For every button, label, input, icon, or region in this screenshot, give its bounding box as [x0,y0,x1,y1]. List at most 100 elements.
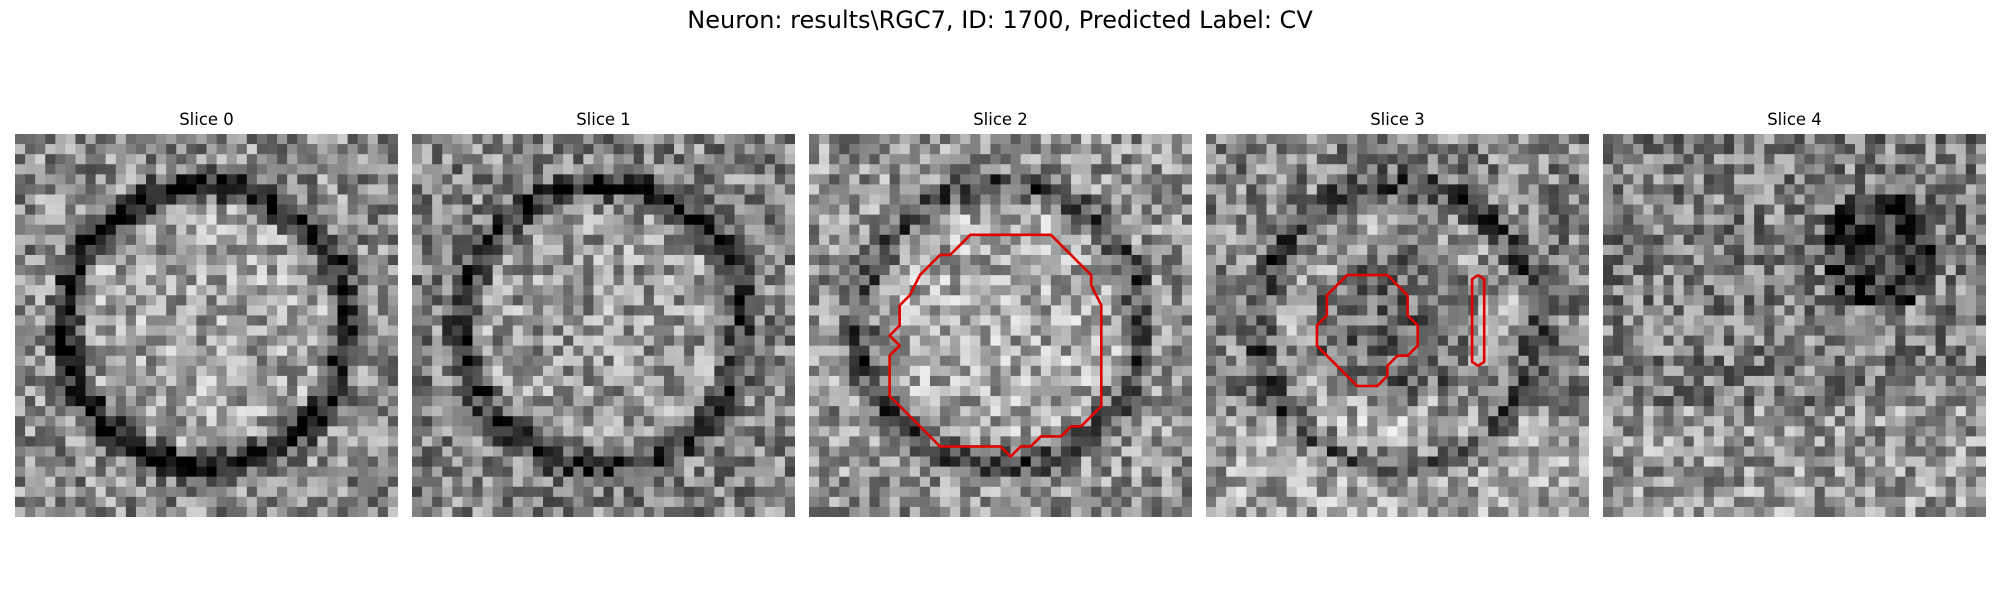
pixel [603,446,614,457]
pixel [1121,436,1132,447]
pixel [166,506,177,517]
pixel [704,365,715,377]
pixel [422,426,433,437]
pixel [613,335,625,347]
pixel [1101,164,1112,175]
pixel [774,305,786,316]
pixel [563,275,574,286]
pixel [960,315,971,326]
pixel [1131,244,1143,256]
pixel [512,275,524,286]
pixel [1181,426,1192,437]
pixel [55,496,66,508]
pixel [839,224,850,236]
pixel [1518,234,1529,246]
pixel [317,194,328,205]
pixel [125,506,137,517]
pixel [347,355,359,367]
pixel [105,345,117,357]
pixel [1000,144,1011,155]
pixel [889,496,901,508]
pixel [714,164,725,175]
pixel [196,355,207,367]
pixel [573,406,584,417]
pixel [1316,144,1328,155]
pixel [1478,214,1489,226]
pixel [105,426,117,437]
pixel [196,265,207,276]
pixel [492,244,504,256]
pixel [694,244,705,256]
pixel [980,486,991,498]
pixel [724,406,735,417]
pixel [1578,224,1589,236]
pixel [317,496,328,508]
pixel [307,134,318,145]
pixel [462,275,473,286]
pixel [95,416,107,427]
pixel [472,204,483,216]
pixel [482,194,494,205]
pixel [347,275,359,286]
pixel [105,416,117,427]
pixel [166,436,177,447]
pixel [909,204,921,216]
pixel [412,234,423,246]
pixel [819,375,830,387]
pixel [593,164,604,175]
pixel [1091,295,1102,306]
pixel [940,244,951,256]
pixel [115,416,127,427]
pixel [125,416,137,427]
pixel [744,375,756,387]
pixel [869,436,880,447]
pixel [543,476,554,488]
pixel [859,476,870,488]
pixel [694,426,705,437]
pixel [1578,214,1589,226]
pixel [784,365,795,377]
pixel [532,305,544,316]
pixel [849,174,860,185]
pixel [643,275,655,286]
pixel [643,204,655,216]
pixel [55,174,66,185]
pixel [694,486,705,498]
pixel [196,375,207,387]
pixel [216,476,228,488]
pixel [206,325,217,336]
pixel [196,416,207,427]
pixel [1417,204,1429,216]
pixel [442,295,453,306]
pixel [774,406,786,417]
pixel [1111,194,1122,205]
pixel [65,244,76,256]
pixel [1216,244,1227,256]
pixel [186,446,197,457]
pixel [135,164,147,175]
pixel [1111,335,1122,347]
pixel [55,365,66,377]
pixel [1286,164,1298,175]
pixel [85,345,97,357]
pixel [1081,496,1092,508]
pixel [1296,144,1308,155]
pixel [653,275,665,286]
pixel [1141,244,1153,256]
pixel [1236,305,1247,316]
pixel [357,406,369,417]
pixel [337,456,349,468]
pixel [1357,144,1368,155]
pixel [387,224,398,236]
pixel [950,436,961,447]
pixel [1121,375,1132,387]
pixel [784,214,795,226]
pixel [1060,194,1072,205]
pixel [879,265,891,276]
pixel [297,214,308,226]
pixel [377,466,389,478]
pixel [1161,315,1173,326]
pixel [85,285,97,296]
pixel [940,486,951,498]
pixel [909,476,921,488]
